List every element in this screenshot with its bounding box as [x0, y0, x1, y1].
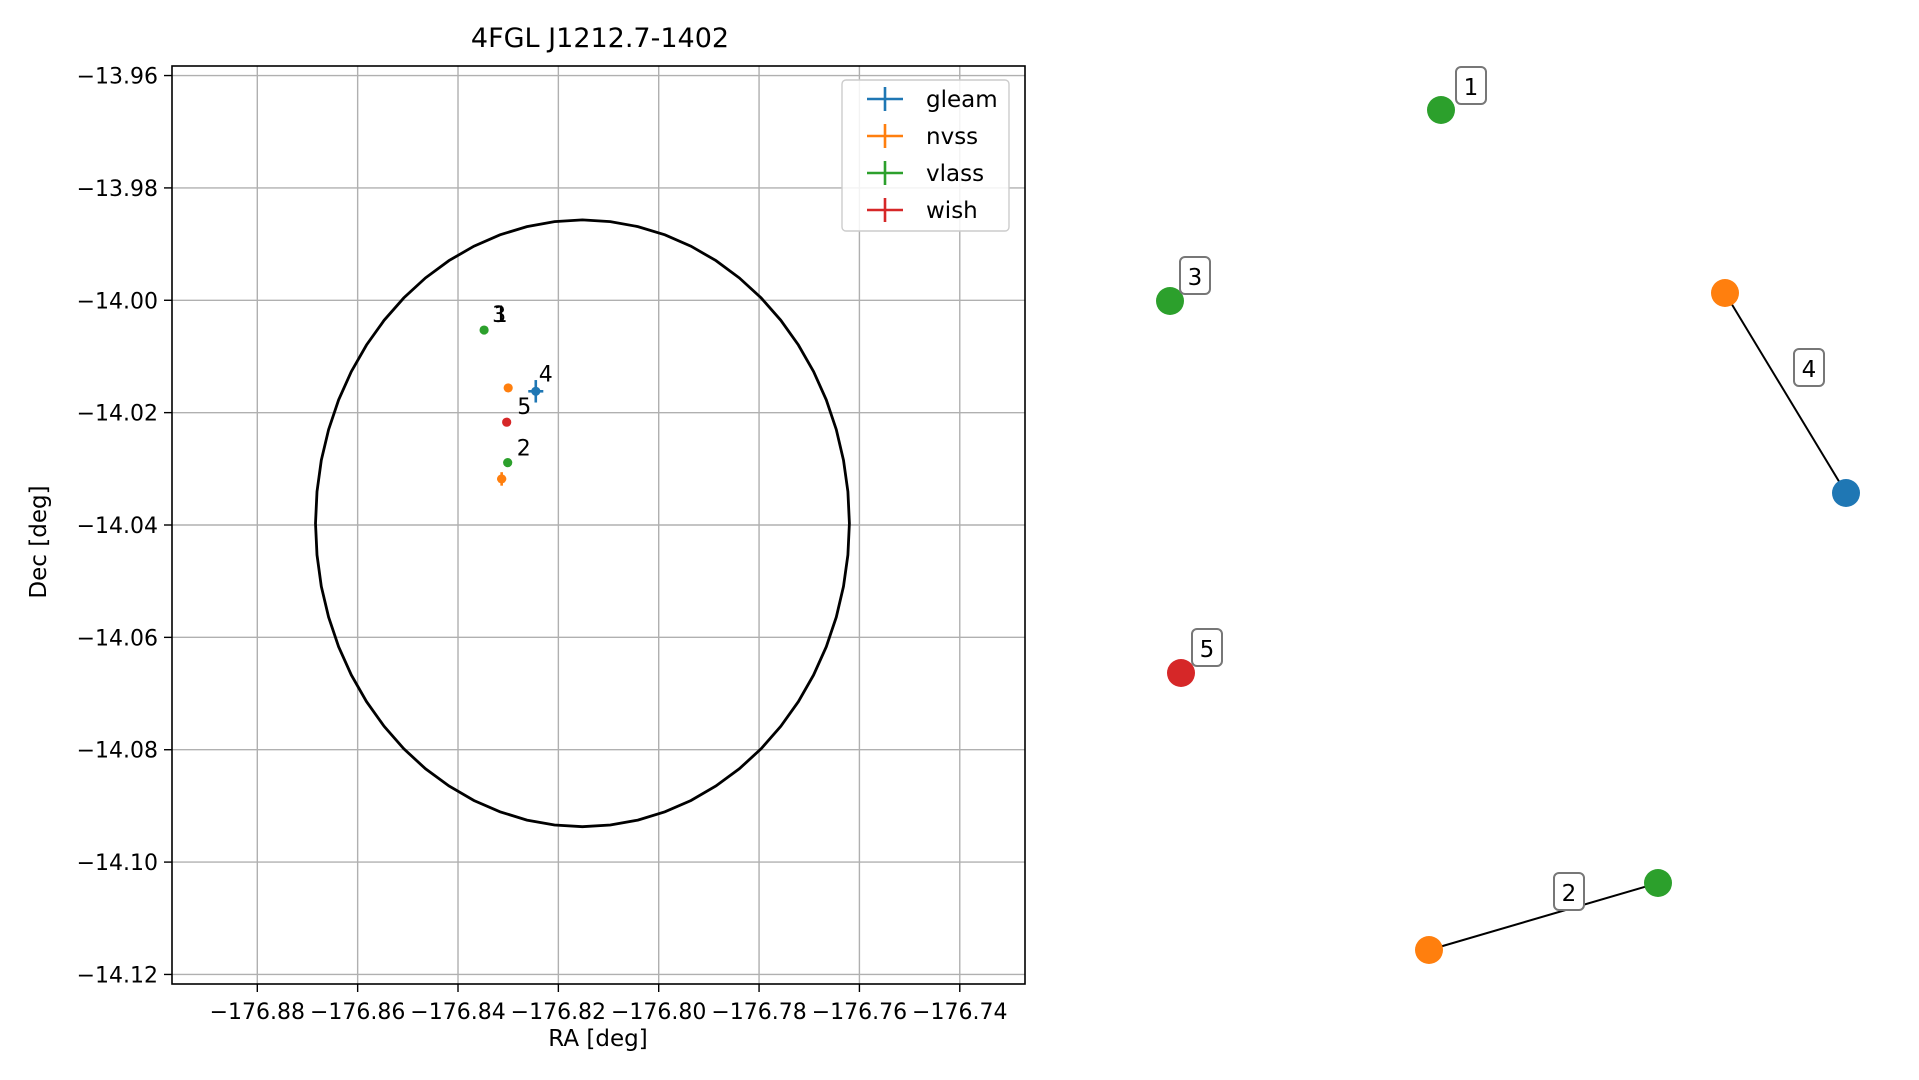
- x-tick-label: −176.78: [711, 1000, 806, 1025]
- x-tick-label: −176.84: [410, 1000, 505, 1025]
- wish-point: [502, 417, 512, 427]
- y-tick-label: −14.06: [77, 626, 158, 651]
- legend: gleam nvss vlass wish: [841, 79, 1010, 232]
- y-tick-label: −13.96: [77, 65, 158, 90]
- graph-node: [1415, 936, 1443, 964]
- y-axis-ticks: −13.96 −13.98 −14.00 −14.02 −14.04 −14.06 −14.…: [77, 65, 172, 988]
- graph-label: 5: [1200, 637, 1215, 663]
- graph-label-box: [1455, 66, 1487, 105]
- x-tick-label: −176.74: [912, 1000, 1007, 1025]
- point-annotation: 1: [494, 303, 508, 328]
- x-tick-label: −176.82: [511, 1000, 606, 1025]
- legend-frame: [841, 79, 1010, 232]
- x-axis-label: RA [deg]: [548, 1026, 647, 1052]
- data-points: [479, 325, 544, 486]
- vlass-point: [503, 458, 513, 468]
- y-tick-label: −14.12: [77, 963, 158, 988]
- legend-label-wish: wish: [926, 198, 978, 224]
- nvss-point: [497, 474, 507, 484]
- x-tick-label: −176.86: [310, 1000, 405, 1025]
- graph-label: 3: [1188, 265, 1203, 291]
- y-tick-label: −13.98: [77, 177, 158, 202]
- graph-node: [1427, 96, 1455, 124]
- nvss-point: [503, 383, 513, 393]
- graph-nodes: [1156, 96, 1860, 964]
- graph-label-box: [1793, 348, 1825, 387]
- graph-node: [1832, 479, 1860, 507]
- point-annotation: 3: [492, 303, 506, 328]
- graph-node: [1156, 287, 1184, 315]
- point-annotation: 2: [517, 436, 531, 461]
- graph-edge: [1724, 292, 1847, 494]
- x-tick-label: −176.80: [611, 1000, 706, 1025]
- graph-node: [1644, 869, 1672, 897]
- graph-label-box: [1179, 256, 1211, 295]
- graph-edge: [1428, 882, 1659, 951]
- graph-label: 2: [1562, 881, 1577, 907]
- graph-label: 1: [1464, 75, 1479, 101]
- gleam-point: [531, 386, 541, 396]
- x-tick-label: −176.88: [210, 1000, 305, 1025]
- y-tick-label: −14.02: [77, 402, 158, 427]
- localization-ellipse-outline: [314, 218, 851, 829]
- point-annotation: 5: [517, 395, 531, 420]
- y-axis-label: Dec [deg]: [26, 485, 52, 598]
- y-tick-label: −14.00: [77, 289, 158, 314]
- grid: [172, 66, 1025, 984]
- x-tick-label: −176.76: [812, 1000, 907, 1025]
- graph-labels: 1 3 4 5 2: [1179, 66, 1825, 911]
- graph-node: [1167, 659, 1195, 687]
- point-annotation: 4: [539, 363, 553, 388]
- localization-ellipse: [314, 218, 851, 829]
- point-annotations: 31 45 2: [492, 303, 553, 461]
- graph-node: [1711, 279, 1739, 307]
- legend-label-nvss: nvss: [926, 124, 978, 150]
- y-tick-label: −14.10: [77, 851, 158, 876]
- graph-label: 4: [1802, 357, 1817, 383]
- graph-label-box: [1191, 628, 1223, 667]
- y-tick-label: −14.04: [77, 514, 158, 539]
- legend-label-gleam: gleam: [926, 87, 998, 113]
- legend-label-vlass: vlass: [926, 161, 984, 187]
- vlass-point: [479, 325, 489, 335]
- graph-label-box: [1553, 872, 1585, 911]
- x-axis-ticks: −176.88 −176.86 −176.84 −176.82 −176.80 −176.…: [210, 984, 1007, 1025]
- chart-title: 4FGL J1212.7-1402: [471, 23, 729, 54]
- graph-edges: [1428, 292, 1847, 951]
- y-tick-label: −14.08: [77, 739, 158, 764]
